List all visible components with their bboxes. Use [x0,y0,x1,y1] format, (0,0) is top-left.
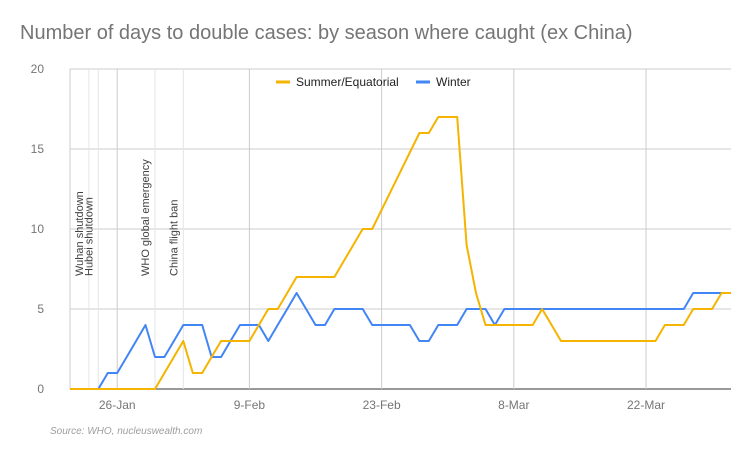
x-tick-label: 9-Feb [234,398,266,412]
summer-equatorial-series-line [70,116,731,390]
legend-label-winter: Winter [436,75,471,89]
annotation-label: WHO global emergency [140,159,152,276]
x-tick-label: 22-Mar [627,398,665,412]
y-tick-label: 20 [31,62,45,76]
x-tick-label: 26-Jan [99,398,136,412]
chart-source: Source: WHO, nucleuswealth.com [50,426,203,437]
x-tick-label: 23-Feb [363,398,401,412]
y-tick-label: 15 [31,142,45,156]
legend-label-summer: Summer/Equatorial [296,75,399,89]
y-tick-label: 0 [37,382,44,396]
winter-series-line [70,292,731,390]
y-tick-label: 5 [37,302,44,316]
y-tick-label: 10 [31,222,45,236]
annotation-label: Wuhan shutdown [74,191,86,276]
annotation-label: Hubei shutdown [83,197,95,276]
chart-title: Number of days to double cases: by seaso… [20,22,633,44]
x-tick-label: 8-Mar [498,398,529,412]
annotation-label: China flight ban [168,200,180,276]
